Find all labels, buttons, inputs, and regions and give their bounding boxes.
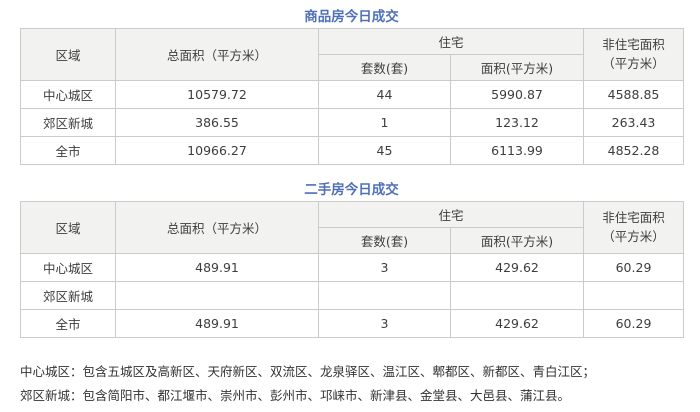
table-row: 郊区新城 386.55 1 123.12 263.43 <box>20 108 685 137</box>
cell-total-area: 10579.72 <box>115 80 319 109</box>
col-header-non-residential-line1: 非住宅面积 <box>602 210 665 226</box>
table-row: 全市 489.91 3 429.62 60.29 <box>20 309 685 338</box>
cell-area <box>449 281 585 310</box>
col-header-area: 面积(平方米) <box>449 54 585 81</box>
col-header-total-area: 总面积（平方米） <box>115 28 319 81</box>
cell-units: 45 <box>318 136 451 165</box>
cell-non-residential: 4852.28 <box>583 136 685 165</box>
cell-total-area: 489.91 <box>115 253 319 282</box>
cell-non-residential: 263.43 <box>583 108 685 137</box>
col-header-non-residential-line1: 非住宅面积 <box>602 37 665 53</box>
cell-area: 429.62 <box>449 309 585 338</box>
col-header-residential-group: 住宅 <box>317 201 585 228</box>
cell-units: 3 <box>318 253 451 282</box>
col-header-residential-group: 住宅 <box>317 28 585 55</box>
cell-region: 全市 <box>20 309 116 338</box>
col-header-region: 区域 <box>20 201 116 254</box>
footnotes: 中心城区：包含五城区及高新区、天府新区、双流区、龙泉驿区、温江区、郫都区、新都区… <box>20 360 683 408</box>
header-row-top: 区域 总面积（平方米） 住宅 非住宅面积 （平方米） <box>20 201 685 254</box>
col-header-non-residential-line2: （平方米） <box>602 55 665 71</box>
table-row: 全市 10966.27 45 6113.99 4852.28 <box>20 136 685 165</box>
cell-non-residential: 4588.85 <box>583 80 685 109</box>
cell-non-residential <box>583 281 685 310</box>
cell-area: 429.62 <box>449 253 585 282</box>
second-hand-table-title: 二手房今日成交 <box>304 182 399 198</box>
footnote-central-districts: 中心城区：包含五城区及高新区、天府新区、双流区、龙泉驿区、温江区、郫都区、新都区… <box>20 364 596 379</box>
table-row: 中心城区 489.91 3 429.62 60.29 <box>20 253 685 282</box>
cell-area: 123.12 <box>449 108 585 137</box>
col-header-area: 面积(平方米) <box>449 227 585 254</box>
table-row: 郊区新城 <box>20 281 685 310</box>
cell-total-area: 386.55 <box>115 108 319 137</box>
cell-units: 1 <box>318 108 451 137</box>
second-hand-table: 区域 总面积（平方米） 住宅 非住宅面积 （平方米） 套数(套) 面积(平方米)… <box>20 201 685 338</box>
cell-region: 郊区新城 <box>20 281 116 310</box>
header-row-top: 区域 总面积（平方米） 住宅 非住宅面积 （平方米） <box>20 28 685 81</box>
col-header-region: 区域 <box>20 28 116 81</box>
cell-region: 郊区新城 <box>20 108 116 137</box>
table-row: 中心城区 10579.72 44 5990.87 4588.85 <box>20 80 685 109</box>
cell-region: 全市 <box>20 136 116 165</box>
header-row-sub: 套数(套) 面积(平方米) <box>21 54 684 81</box>
cell-area: 6113.99 <box>449 136 585 165</box>
new-homes-table-title: 商品房今日成交 <box>304 9 399 25</box>
cell-non-residential: 60.29 <box>583 253 685 282</box>
col-header-non-residential: 非住宅面积 （平方米） <box>583 201 685 254</box>
cell-region: 中心城区 <box>20 253 116 282</box>
new-homes-table-header: 区域 总面积（平方米） 住宅 非住宅面积 （平方米） 套数(套) 面积(平方米) <box>20 28 685 81</box>
col-header-units: 套数(套) <box>318 54 451 81</box>
footnote-suburban-districts: 郊区新城：包含简阳市、都江堰市、崇州市、彭州市、邛崃市、新津县、金堂县、大邑县、… <box>20 388 571 403</box>
cell-units: 44 <box>318 80 451 109</box>
col-header-units: 套数(套) <box>318 227 451 254</box>
col-header-total-area: 总面积（平方米） <box>115 201 319 254</box>
new-homes-table: 区域 总面积（平方米） 住宅 非住宅面积 （平方米） 套数(套) 面积(平方米)… <box>20 28 685 165</box>
cell-total-area: 10966.27 <box>115 136 319 165</box>
cell-total-area: 489.91 <box>115 309 319 338</box>
cell-area: 5990.87 <box>449 80 585 109</box>
col-header-non-residential-line2: （平方米） <box>602 228 665 244</box>
cell-units: 3 <box>318 309 451 338</box>
cell-region: 中心城区 <box>20 80 116 109</box>
second-hand-table-header: 区域 总面积（平方米） 住宅 非住宅面积 （平方米） 套数(套) 面积(平方米) <box>20 201 685 254</box>
cell-total-area <box>115 281 319 310</box>
cell-units <box>318 281 451 310</box>
cell-non-residential: 60.29 <box>583 309 685 338</box>
col-header-non-residential: 非住宅面积 （平方米） <box>583 28 685 81</box>
